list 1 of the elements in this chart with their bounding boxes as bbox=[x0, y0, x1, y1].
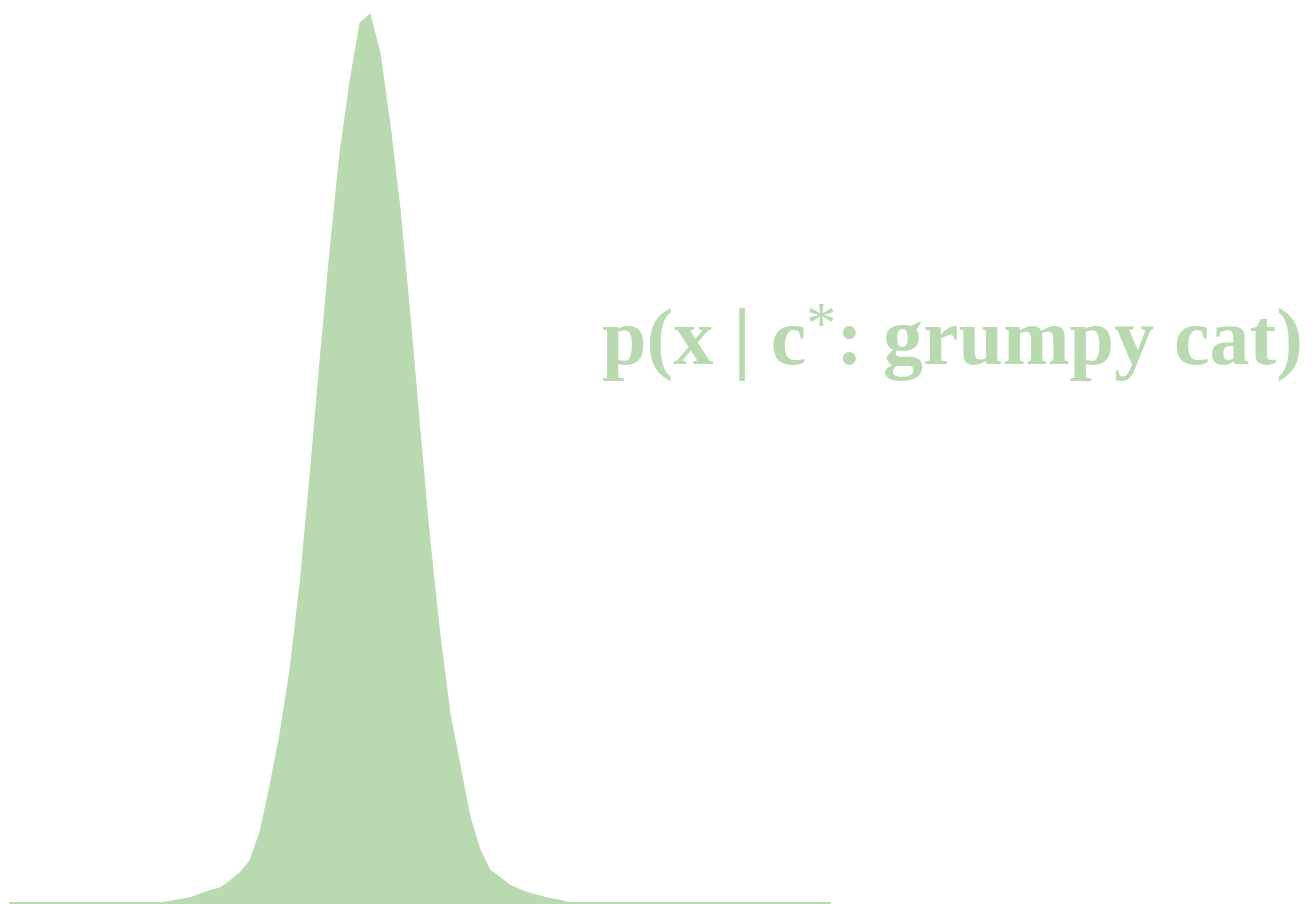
text: p(x | c$^{*}$: grumpy cat) bbox=[602, 289, 1303, 383]
